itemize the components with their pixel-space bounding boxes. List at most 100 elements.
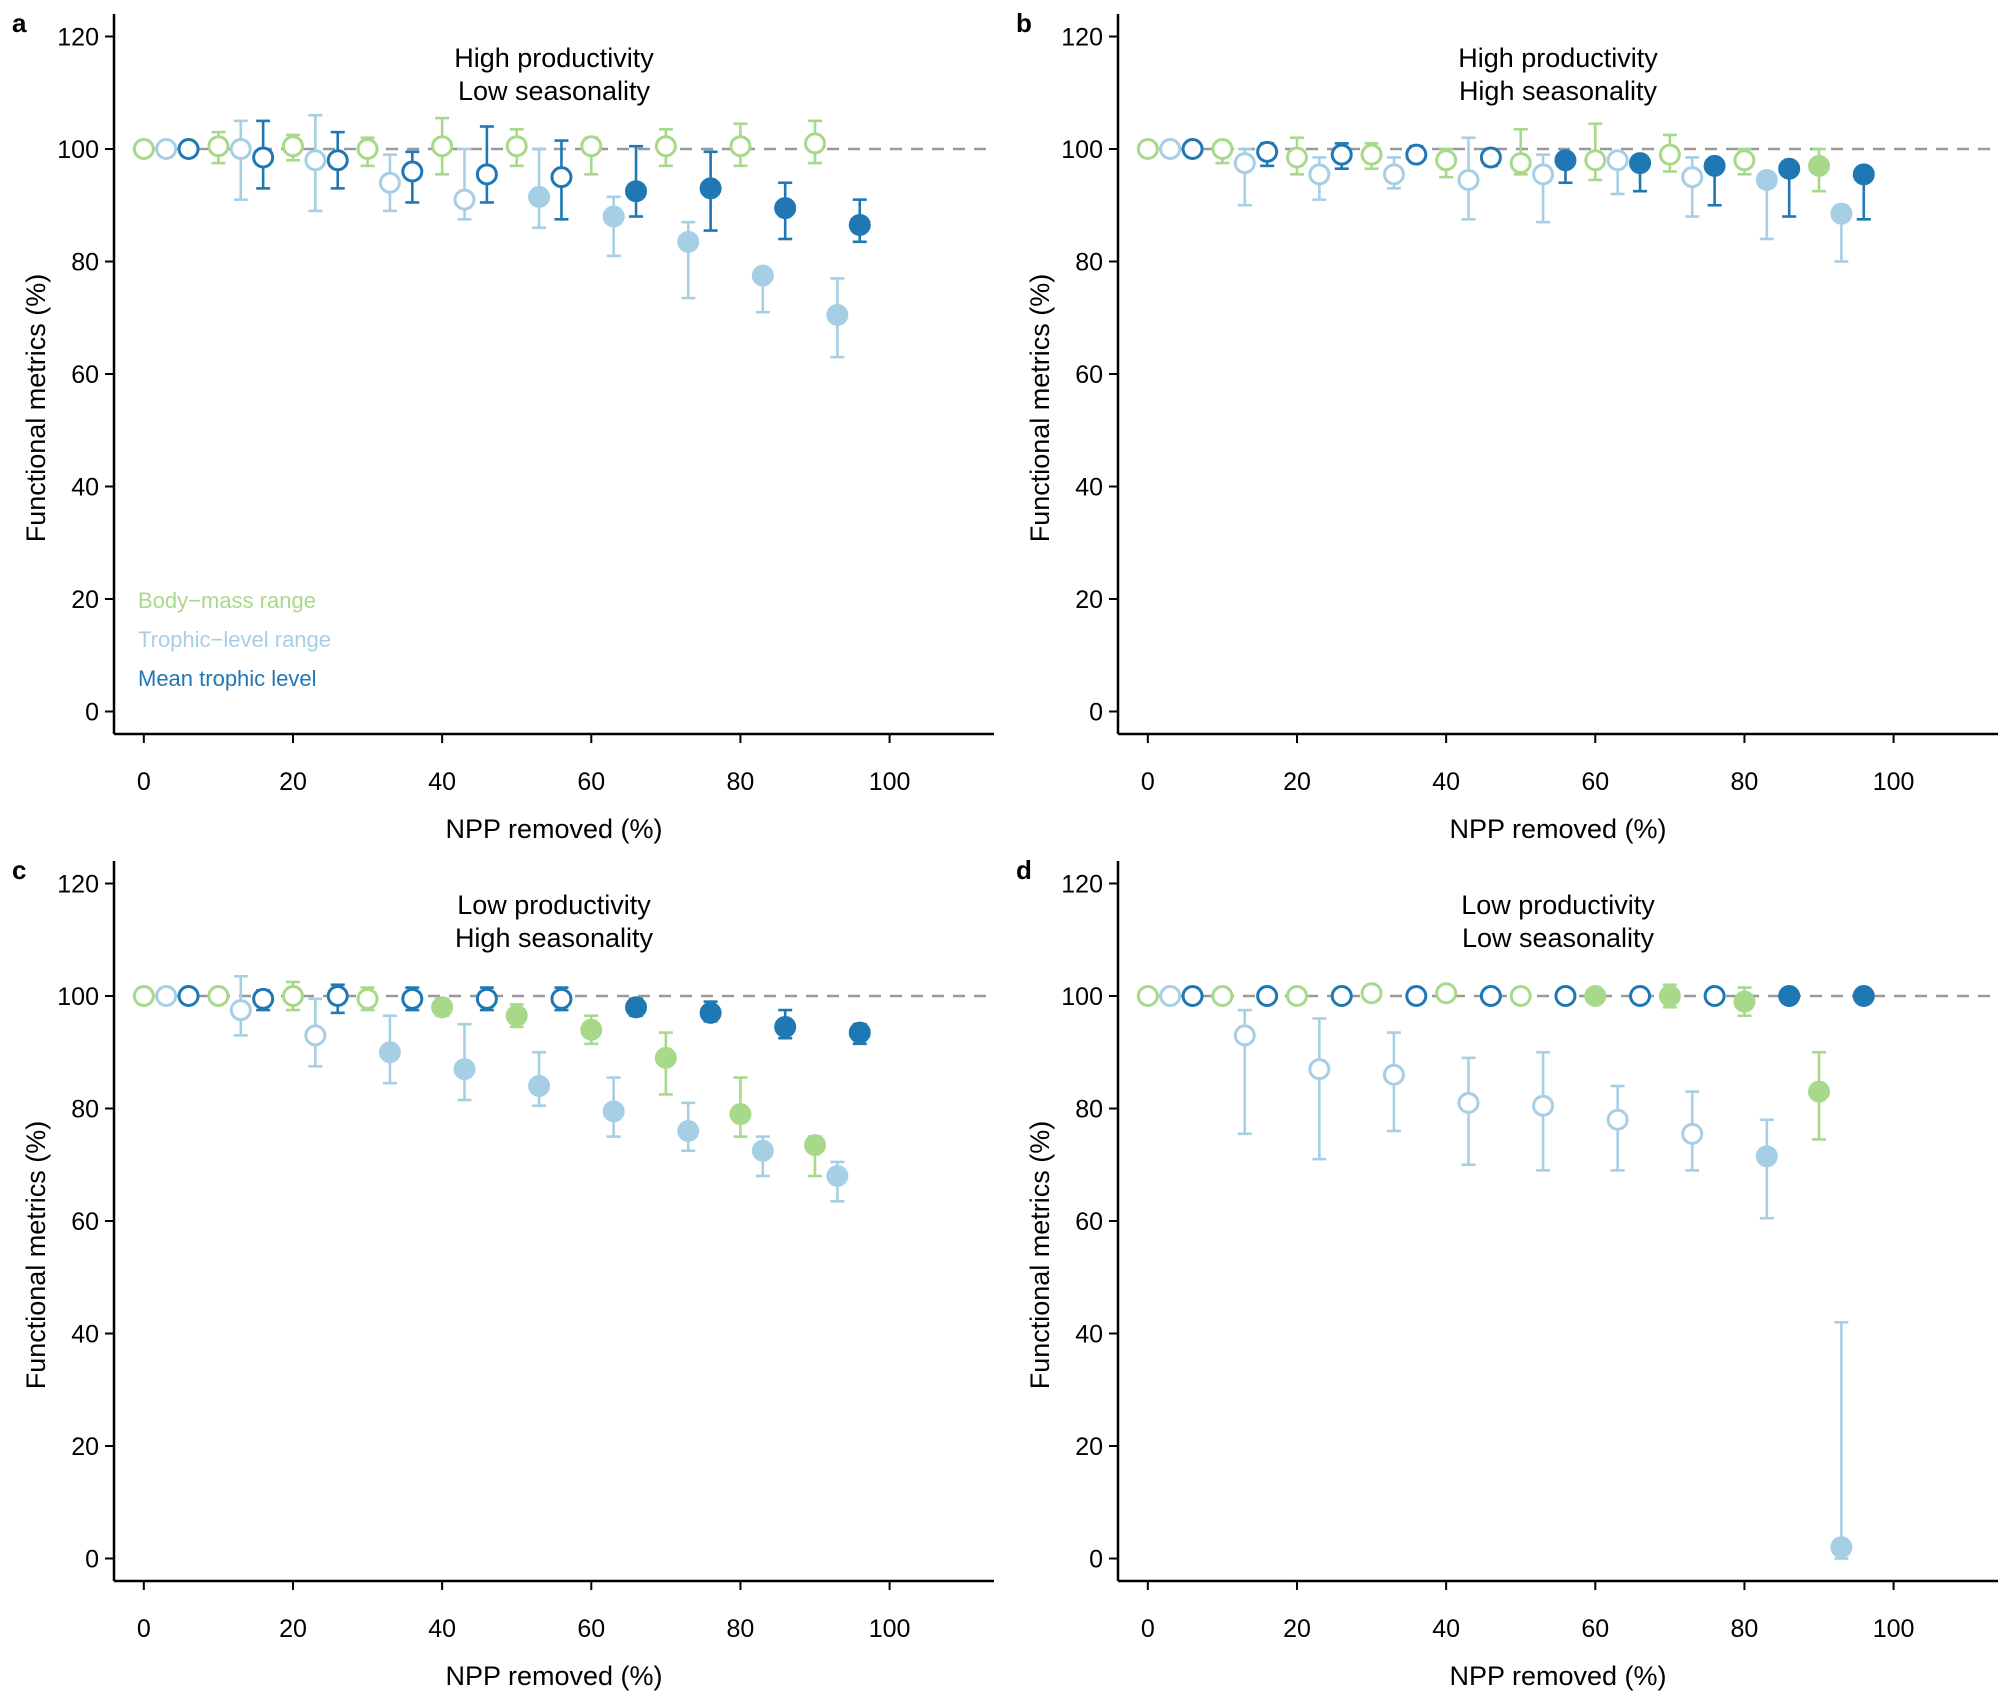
x-tick-label: 100	[1873, 768, 1915, 796]
data-point-trophic-range	[528, 185, 551, 208]
data-point-trophic-range	[1233, 1024, 1256, 1047]
x-tick-label: 20	[279, 768, 307, 796]
data-point-mean-trophic	[1703, 985, 1726, 1007]
data-point-mean-trophic	[326, 149, 349, 172]
data-point-mean-trophic	[1405, 143, 1428, 166]
data-point-mean-trophic	[401, 160, 424, 183]
y-tick-label: 100	[57, 983, 99, 1011]
panel-c: c Low productivity High seasonality NPP …	[12, 855, 994, 1691]
x-tick-label: 80	[1731, 768, 1759, 796]
data-point-body-mass	[1584, 149, 1607, 172]
legend-body-mass-range: Body−mass range	[138, 588, 316, 613]
panel-letter-c: c	[12, 855, 26, 885]
data-point-body-mass	[1509, 152, 1532, 175]
x-tick-label: 20	[1283, 1615, 1311, 1643]
panel-b-title-line2: High seasonality	[1459, 76, 1658, 106]
y-tick-label: 40	[1075, 474, 1103, 502]
x-tick-label: 0	[137, 768, 151, 796]
data-point-trophic-range	[229, 999, 252, 1022]
data-point-trophic-range	[1681, 166, 1704, 189]
data-point-body-mass	[132, 985, 155, 1007]
panel-letter-d: d	[1016, 855, 1032, 885]
data-point-mean-trophic	[177, 985, 200, 1007]
data-point-body-mass	[1658, 985, 1681, 1007]
panel-a-title-line2: Low seasonality	[458, 76, 651, 106]
data-point-body-mass	[1733, 149, 1756, 172]
data-point-body-mass	[804, 132, 827, 155]
data-point-body-mass	[132, 138, 155, 160]
data-point-mean-trophic	[1629, 152, 1652, 175]
data-point-body-mass	[1360, 982, 1383, 1005]
y-tick-label: 80	[71, 1096, 99, 1124]
data-point-mean-trophic	[550, 166, 573, 189]
panel-d-title-line2: Low seasonality	[1462, 923, 1655, 953]
y-tick-label: 120	[57, 24, 99, 52]
y-tick-label: 0	[1089, 699, 1103, 727]
data-point-body-mass	[1808, 154, 1831, 177]
data-point-trophic-range	[1308, 163, 1331, 186]
x-tick-label: 60	[577, 1615, 605, 1643]
data-point-trophic-range	[453, 1058, 476, 1081]
y-tick-label: 40	[71, 1321, 99, 1349]
panel-c-title-line2: High seasonality	[455, 923, 654, 953]
data-point-body-mass	[1584, 985, 1607, 1007]
x-tick-label: 80	[727, 1615, 755, 1643]
data-point-mean-trophic	[625, 180, 648, 203]
data-point-body-mass	[207, 985, 230, 1007]
data-point-body-mass	[207, 135, 230, 158]
panel-d-x-axis-title: NPP removed (%)	[1449, 1661, 1666, 1691]
data-point-mean-trophic	[1554, 985, 1577, 1007]
panel-d-y-axis-title: Functional metrics (%)	[1025, 1121, 1055, 1390]
x-tick-label: 100	[869, 768, 911, 796]
data-point-body-mass	[580, 1018, 603, 1041]
y-tick-label: 80	[1075, 249, 1103, 277]
x-tick-label: 60	[1581, 1615, 1609, 1643]
data-point-trophic-range	[304, 149, 327, 172]
data-point-body-mass	[281, 985, 304, 1007]
data-point-body-mass	[356, 138, 379, 160]
data-point-trophic-range	[751, 1139, 774, 1162]
y-tick-label: 20	[1075, 586, 1103, 614]
data-point-mean-trophic	[1778, 157, 1801, 180]
data-point-mean-trophic	[1330, 985, 1353, 1007]
data-point-trophic-range	[1755, 1145, 1778, 1168]
data-point-body-mass	[654, 1046, 677, 1069]
data-point-mean-trophic	[475, 163, 498, 186]
data-point-body-mass	[1211, 985, 1234, 1007]
y-tick-label: 100	[1061, 136, 1103, 164]
data-point-mean-trophic	[625, 996, 648, 1019]
data-point-trophic-range	[229, 138, 252, 160]
data-point-body-mass	[356, 987, 379, 1010]
panel-c-y-axis-title: Functional metrics (%)	[21, 1121, 51, 1390]
y-tick-label: 20	[1075, 1433, 1103, 1461]
data-point-mean-trophic	[848, 1021, 871, 1044]
data-point-body-mass	[505, 135, 528, 158]
y-tick-label: 20	[71, 586, 99, 614]
y-tick-label: 60	[1075, 361, 1103, 389]
x-tick-label: 60	[1581, 768, 1609, 796]
data-point-body-mass	[1285, 985, 1308, 1007]
x-tick-label: 40	[428, 768, 456, 796]
data-point-body-mass	[431, 135, 454, 158]
data-point-trophic-range	[1532, 163, 1555, 186]
data-point-body-mass	[729, 1103, 752, 1126]
panel-c-x-axis-title: NPP removed (%)	[445, 1661, 662, 1691]
panel-b-title-line1: High productivity	[1458, 43, 1658, 73]
data-point-trophic-range	[1755, 168, 1778, 191]
x-tick-label: 100	[1873, 1615, 1915, 1643]
data-point-mean-trophic	[326, 985, 349, 1007]
data-point-trophic-range	[378, 1041, 401, 1064]
data-point-trophic-range	[1159, 138, 1182, 160]
y-tick-label: 40	[1075, 1321, 1103, 1349]
data-point-body-mass	[505, 1004, 528, 1027]
x-tick-label: 20	[279, 1615, 307, 1643]
data-point-mean-trophic	[475, 987, 498, 1010]
data-point-body-mass	[1136, 985, 1159, 1007]
data-point-mean-trophic	[699, 177, 722, 200]
data-point-trophic-range	[1606, 1108, 1629, 1131]
legend-trophic-level-range: Trophic−level range	[138, 627, 331, 652]
data-point-trophic-range	[155, 138, 178, 160]
x-tick-label: 40	[428, 1615, 456, 1643]
data-point-trophic-range	[677, 1120, 700, 1142]
